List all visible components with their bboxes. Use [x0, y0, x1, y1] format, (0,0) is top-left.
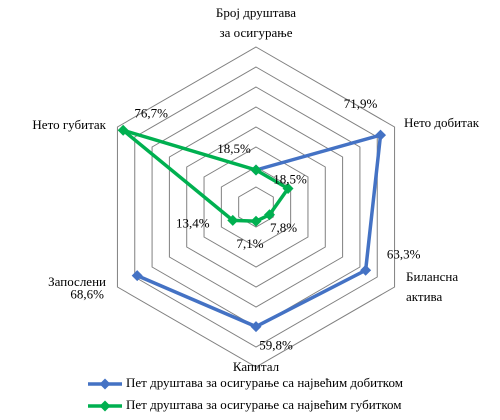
value-label: 13,4%	[176, 215, 210, 230]
value-label: 18,5%	[273, 171, 307, 186]
category-label: Билансна актива	[406, 269, 458, 304]
grid-ring	[116, 46, 396, 368]
value-label: 71,9%	[344, 96, 378, 111]
marker	[250, 215, 262, 227]
marker	[250, 164, 262, 176]
marker	[264, 209, 276, 221]
category-label: Број друштава за осигурање	[216, 5, 296, 40]
grid-ring	[203, 146, 309, 268]
marker	[250, 321, 262, 333]
legend-label: Пет друштава за осигурање са највећим гу…	[126, 397, 401, 412]
category-label: Нето губитак	[32, 117, 106, 132]
value-label: 18,5%	[217, 141, 251, 156]
grid-ring	[134, 66, 378, 348]
marker	[360, 264, 372, 276]
grid-ring	[168, 106, 344, 308]
category-label: Запослени	[48, 274, 106, 289]
marker	[117, 124, 129, 136]
legend-marker	[99, 378, 111, 390]
value-label: 7,8%	[270, 220, 297, 235]
value-label: 63,3%	[387, 246, 421, 261]
marker	[227, 214, 239, 226]
series-line-closing	[122, 128, 257, 172]
marker	[375, 129, 387, 141]
grid-ring	[238, 186, 274, 228]
grid-ring	[186, 126, 326, 288]
marker	[131, 270, 143, 282]
legend-marker	[99, 400, 111, 412]
value-label: 7,1%	[236, 236, 263, 251]
category-label: Капитал	[233, 359, 280, 374]
series-line	[136, 132, 383, 329]
value-label: 76,7%	[134, 105, 168, 120]
marker	[282, 183, 294, 194]
category-label: Нето добитак	[404, 115, 480, 130]
value-label: 59,8%	[259, 338, 293, 353]
legend-label: Пет друштава за осигурање са највећим до…	[126, 375, 403, 390]
value-label: 68,6%	[70, 287, 104, 302]
series-line	[122, 128, 291, 223]
